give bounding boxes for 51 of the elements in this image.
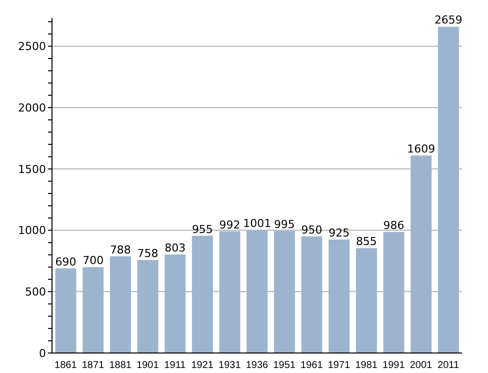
data-label: 925	[328, 226, 350, 240]
x-tick-label: 1861	[54, 360, 78, 372]
data-label: 788	[110, 243, 131, 256]
x-tick-label: 1911	[164, 360, 186, 372]
data-label: 2659	[434, 14, 462, 27]
x-tick-label: 1936	[246, 360, 269, 372]
x-tick-label: 1871	[82, 360, 105, 372]
bar	[274, 230, 295, 353]
data-label: 995	[274, 218, 295, 231]
bar	[410, 156, 432, 353]
data-label: 690	[55, 255, 76, 268]
bar	[301, 236, 322, 353]
y-tick-label: 2500	[18, 40, 46, 54]
y-tick-label: 1000	[18, 224, 46, 238]
x-tick-label: 1961	[300, 360, 324, 372]
bar	[55, 268, 76, 353]
x-tick-label: 1901	[136, 360, 160, 372]
x-tick-label: 1991	[382, 360, 406, 372]
x-tick-label: 1951	[273, 360, 296, 372]
x-tick-label: 1921	[191, 360, 214, 372]
bar	[110, 256, 131, 353]
y-tick-label: 1500	[18, 162, 46, 176]
bar	[137, 260, 158, 353]
data-label: 986	[383, 219, 404, 232]
bar	[438, 26, 459, 353]
y-tick-label: 2000	[18, 101, 46, 114]
data-label: 992	[219, 218, 240, 232]
bar	[328, 239, 350, 353]
bar	[192, 236, 213, 353]
data-label: 950	[301, 223, 322, 236]
data-label: 803	[164, 241, 186, 254]
x-tick-label: 1981	[355, 360, 378, 372]
data-label: 758	[137, 246, 158, 260]
bar	[383, 232, 404, 353]
data-label: 1001	[243, 217, 272, 230]
bar	[219, 231, 240, 353]
bar	[164, 254, 186, 353]
bar	[246, 230, 268, 353]
y-tick-label: 0	[39, 346, 46, 360]
bar	[356, 248, 377, 353]
data-label: 700	[82, 254, 104, 268]
y-tick-label: 500	[25, 286, 46, 299]
x-tick-label: 1931	[218, 360, 242, 372]
data-label: 855	[356, 235, 377, 248]
data-label: 1609	[407, 142, 436, 156]
x-tick-label: 2011	[438, 360, 460, 372]
bar	[82, 267, 104, 353]
x-tick-label: 2001	[410, 360, 433, 372]
x-tick-label: 1971	[328, 360, 351, 372]
x-tick-label: 1881	[109, 360, 132, 372]
data-label: 955	[192, 222, 213, 236]
